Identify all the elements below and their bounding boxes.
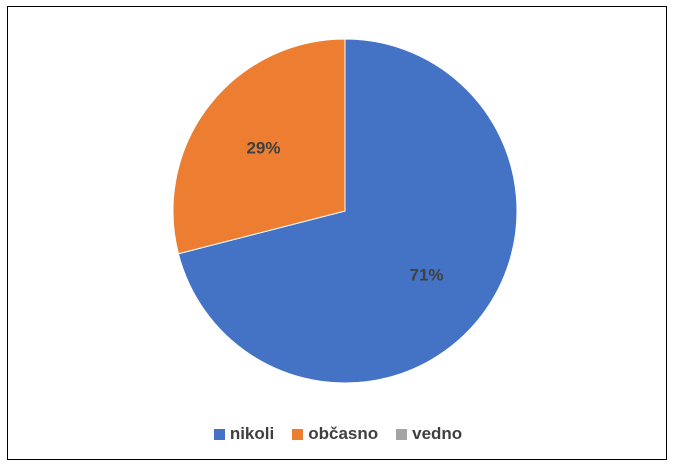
legend-label-obcasno: občasno bbox=[308, 424, 379, 443]
legend-swatch-vedno bbox=[396, 428, 408, 440]
legend-swatch-obcasno bbox=[292, 428, 304, 440]
legend-label-vedno: vedno bbox=[412, 424, 463, 443]
legend: nikoli občasno vedno bbox=[0, 424, 676, 444]
legend-swatch-nikoli bbox=[213, 428, 225, 440]
legend-label-nikoli: nikoli bbox=[229, 424, 275, 443]
pie-slice-0 bbox=[177, 38, 518, 384]
legend-item-vedno: vedno bbox=[396, 424, 462, 444]
pie-slice-1 bbox=[172, 38, 346, 255]
data-label-0: 71% bbox=[410, 265, 444, 284]
data-label-1: 29% bbox=[246, 139, 280, 158]
legend-item-obcasno: občasno bbox=[292, 424, 378, 444]
legend-item-nikoli: nikoli bbox=[213, 424, 275, 444]
